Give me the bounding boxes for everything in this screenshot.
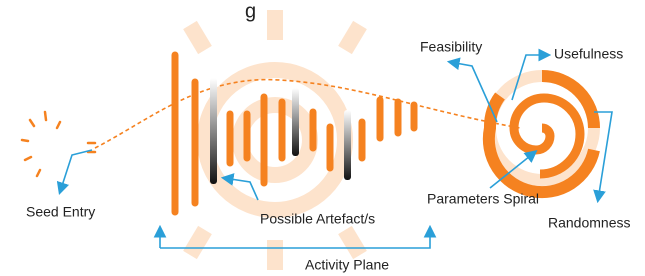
- usefulness-label: Usefulness: [554, 46, 623, 62]
- spiral: [489, 76, 594, 192]
- seed-entry-label: Seed Entry: [26, 204, 95, 220]
- parameters-spiral-label: Parameters Spiral: [427, 191, 539, 207]
- activity-plane-label: Activity Plane: [305, 257, 389, 273]
- artefacts-label: Possible Artefact/s: [260, 211, 375, 227]
- randomness-label: Randomness: [548, 215, 631, 231]
- feasibility-label: Feasibility: [420, 39, 482, 55]
- seed: [22, 112, 95, 176]
- title-fragment: g: [245, 0, 256, 22]
- diagram: g Seed Entry P: [0, 0, 645, 276]
